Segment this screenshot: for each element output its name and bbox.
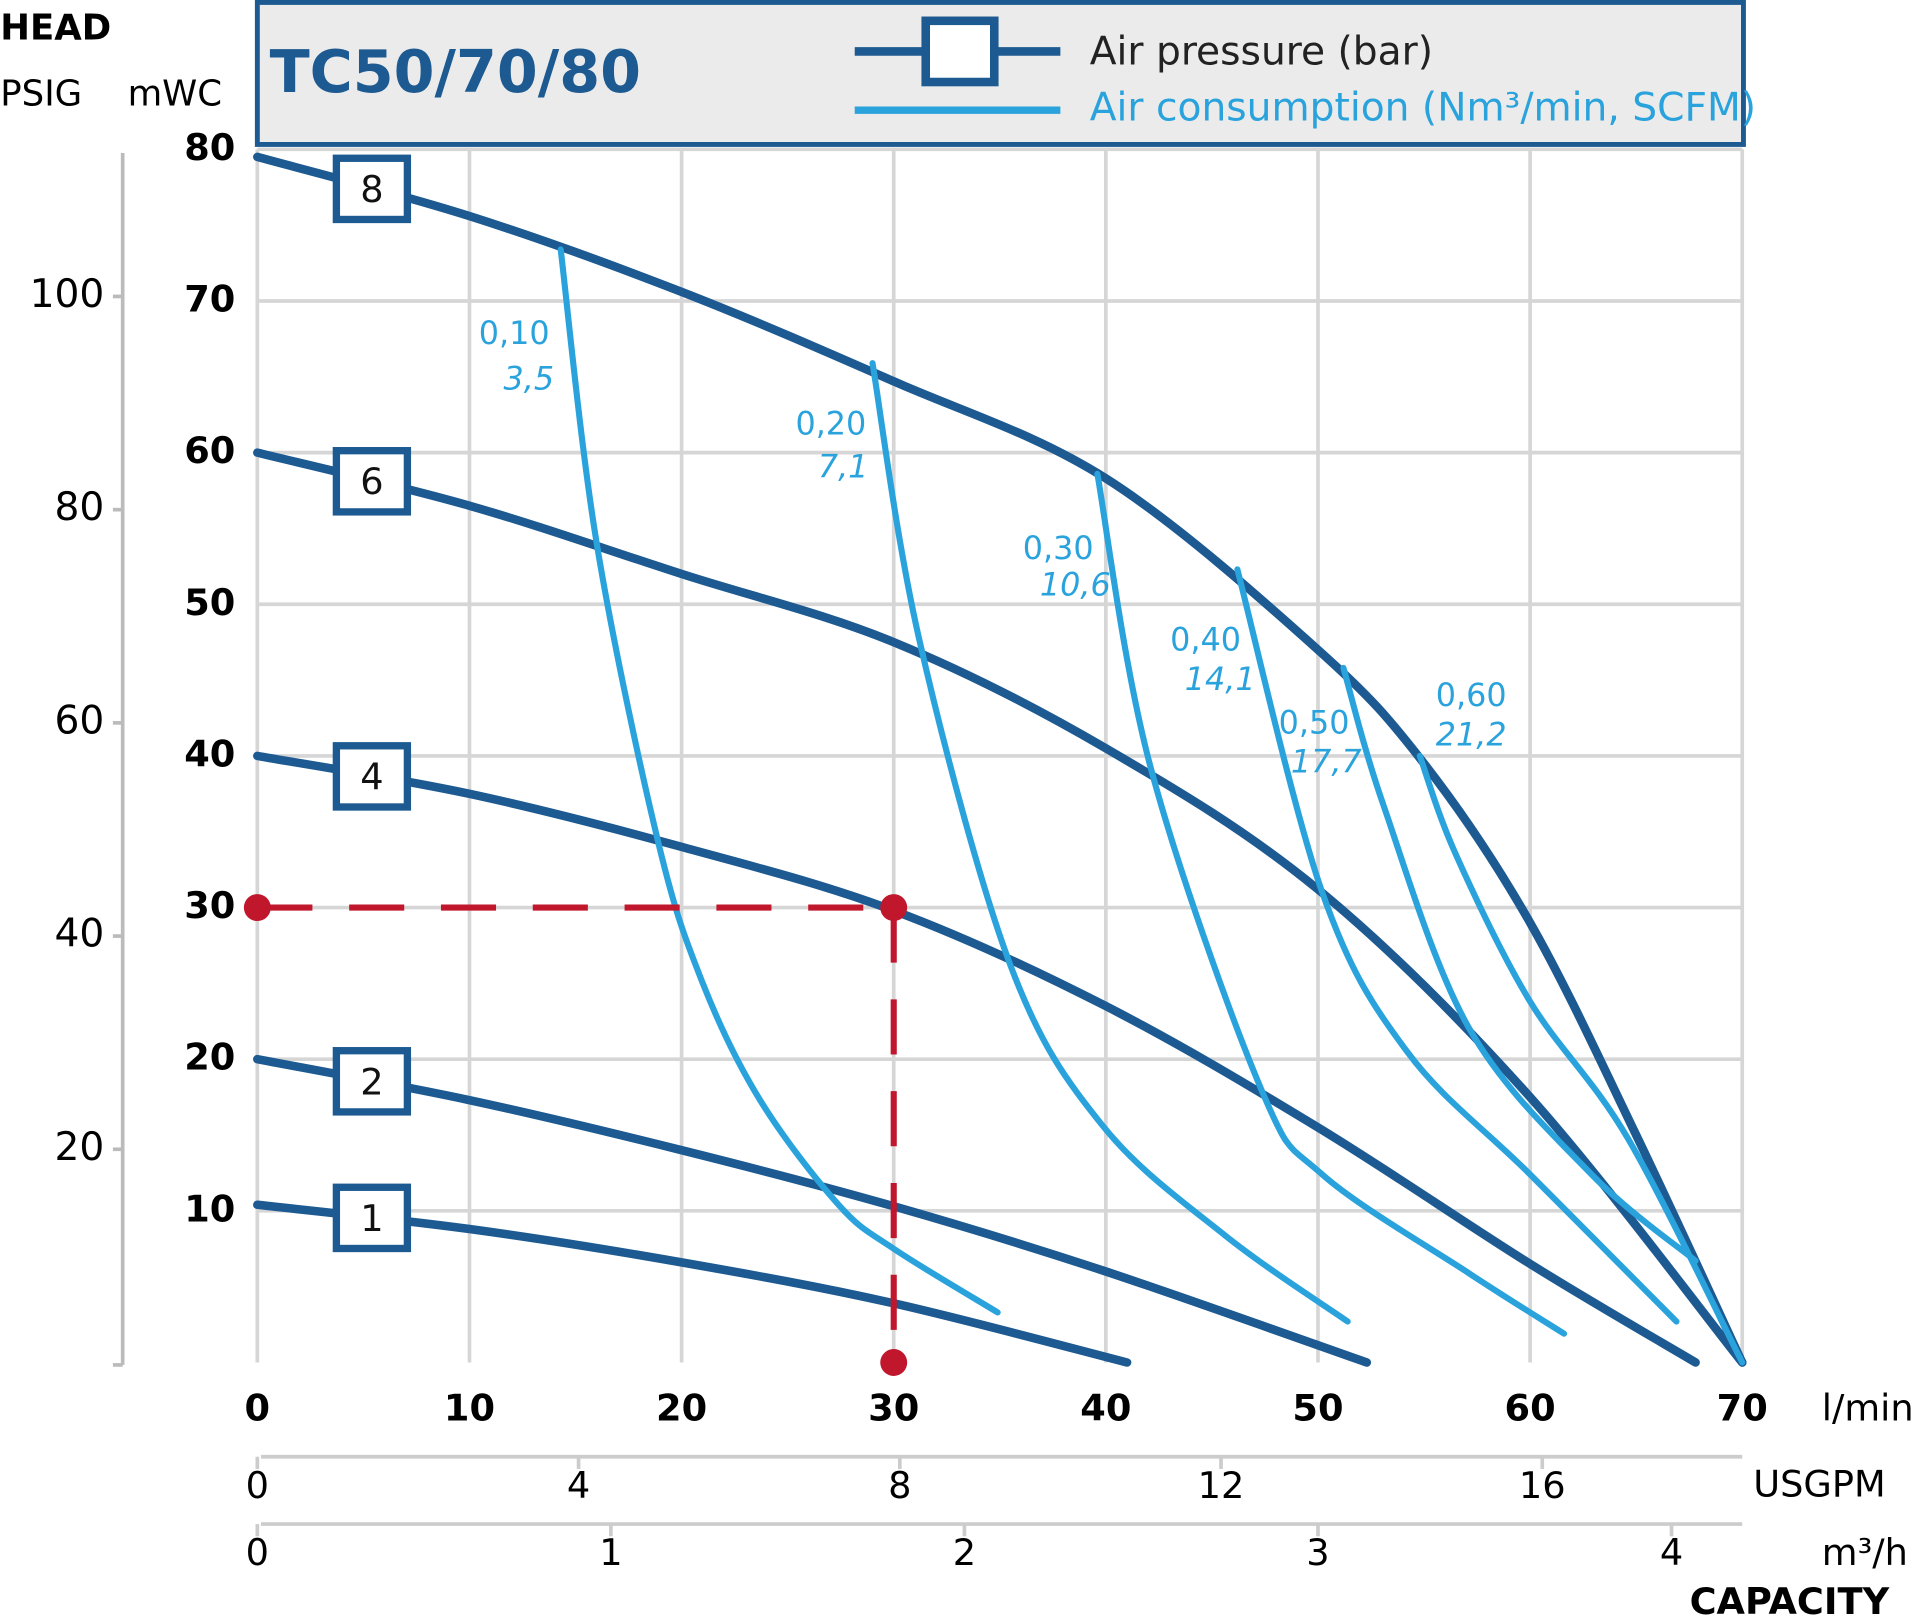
curve-label: 1 xyxy=(360,1197,383,1240)
y2-tick-label: 20 xyxy=(54,1125,104,1170)
air-consumption-curve xyxy=(1340,664,1699,1264)
x-tick-label: 4 xyxy=(567,1464,590,1507)
x-tick-label: 0 xyxy=(246,1531,269,1574)
y-tick-label: 40 xyxy=(184,732,235,775)
x-tick-label: 12 xyxy=(1198,1464,1245,1507)
curve-label-box xyxy=(332,742,412,811)
curve-label-box xyxy=(332,447,412,516)
curve-label-box xyxy=(332,154,412,224)
curve-label: 0,10 xyxy=(479,314,550,352)
curve-label: 8 xyxy=(360,168,383,211)
x2-unit-label: USGPM xyxy=(1753,1463,1885,1506)
x-tick-label: 1 xyxy=(599,1531,622,1574)
x-tick-label: 16 xyxy=(1519,1464,1566,1507)
legend-box xyxy=(254,0,1746,147)
curve-label-box xyxy=(332,1183,412,1253)
x-tick-label: 40 xyxy=(1080,1387,1131,1430)
x-tick-label: 60 xyxy=(1505,1387,1556,1430)
curve-label-box xyxy=(332,1047,412,1116)
pressure-curve xyxy=(253,1054,1372,1367)
air-consumption-curve xyxy=(1234,566,1680,1325)
y-tick-label: 10 xyxy=(184,1187,235,1230)
y-unit-label: mWC xyxy=(128,73,222,114)
curve-label: 0,30 xyxy=(1023,529,1094,567)
y2-tick-label: 60 xyxy=(54,698,104,743)
y2-unit-label: PSIG xyxy=(0,73,82,114)
legend-label: Air consumption (Nm³/min, SCFM) xyxy=(1090,86,1756,131)
air-consumption-curve xyxy=(869,360,1351,1325)
x-tick-label: 4 xyxy=(1660,1531,1683,1574)
y2-tick-label: 100 xyxy=(30,272,105,317)
curve-sublabel: 17,7 xyxy=(1291,742,1362,780)
y-tick-label: 60 xyxy=(184,429,235,472)
curve-label: 4 xyxy=(360,755,383,798)
x-tick-label: 0 xyxy=(246,1464,269,1507)
y-tick-label: 20 xyxy=(184,1036,235,1079)
curve-sublabel: 21,2 xyxy=(1436,715,1507,753)
x-unit-label: l/min xyxy=(1822,1387,1914,1430)
curve-label: 0,20 xyxy=(795,405,866,443)
y-tick-label: 50 xyxy=(184,581,235,624)
curve-label: 6 xyxy=(360,460,383,503)
x-tick-label: 3 xyxy=(1306,1531,1329,1574)
operating-point xyxy=(880,894,908,922)
x-axis-label: CAPACITY xyxy=(1690,1580,1890,1622)
curve-label: 0,50 xyxy=(1279,703,1350,741)
y-tick-label: 30 xyxy=(184,884,235,927)
pressure-curve xyxy=(253,152,1747,1367)
legend-marker xyxy=(921,16,999,87)
x-tick-label: 10 xyxy=(444,1387,495,1430)
x-tick-label: 0 xyxy=(245,1387,271,1430)
pressure-curve xyxy=(253,448,1747,1367)
x-tick-label: 8 xyxy=(888,1464,911,1507)
operating-point-x xyxy=(880,1349,908,1376)
y-tick-label: 70 xyxy=(184,277,235,320)
y2-tick-label: 80 xyxy=(54,485,104,530)
curve-label: 0,40 xyxy=(1170,621,1241,659)
y2-tick-label: 40 xyxy=(54,912,104,957)
x-tick-label: 20 xyxy=(656,1387,707,1430)
curve-sublabel: 14,1 xyxy=(1185,660,1256,698)
x-tick-label: 2 xyxy=(953,1531,976,1574)
x-tick-label: 50 xyxy=(1292,1387,1343,1430)
curve-sublabel: 7,1 xyxy=(818,447,869,485)
chart-title: TC50/70/80 xyxy=(270,37,641,106)
air-consumption-curve xyxy=(557,246,1001,1316)
air-consumption-curve xyxy=(1094,470,1568,1337)
operating-point-y xyxy=(243,894,271,922)
curve-label: 2 xyxy=(360,1060,383,1103)
y-axis-label: HEAD xyxy=(0,7,111,48)
air-consumption-curve xyxy=(1416,752,1746,1366)
legend-label: Air pressure (bar) xyxy=(1090,29,1433,74)
x-tick-label: 30 xyxy=(868,1387,919,1430)
x-tick-label: 70 xyxy=(1717,1387,1768,1430)
curve-label: 0,60 xyxy=(1436,676,1507,714)
curve-sublabel: 10,6 xyxy=(1040,565,1111,603)
curve-sublabel: 3,5 xyxy=(504,359,555,397)
x3-unit-label: m³/h xyxy=(1822,1531,1908,1574)
y-tick-label: 80 xyxy=(184,126,235,169)
